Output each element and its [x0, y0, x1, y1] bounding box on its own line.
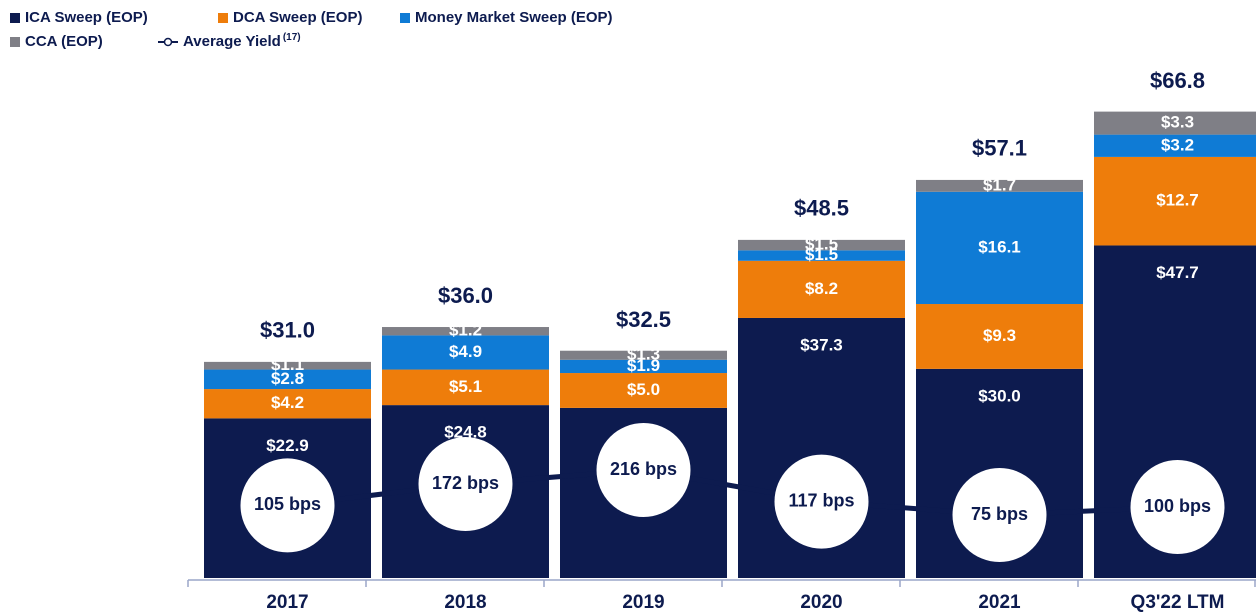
yield-label: 105 bps — [254, 494, 321, 514]
total-label: $31.0 — [260, 318, 315, 343]
bar-value-label: $5.0 — [627, 380, 660, 399]
bar-value-label: $47.7 — [1156, 263, 1199, 282]
x-tick-label: 2019 — [622, 592, 664, 613]
yield-point — [952, 468, 1047, 562]
bar-segment — [1094, 111, 1256, 135]
total-label: $48.5 — [794, 196, 849, 221]
bar-value-label: $3.3 — [1161, 113, 1194, 132]
bar-segment — [204, 361, 371, 370]
bar-segment — [560, 373, 727, 408]
x-tick-label: Q3'22 LTM — [1131, 592, 1225, 613]
total-label: $66.8 — [1150, 68, 1205, 93]
bar-value-label: $1.3 — [627, 345, 660, 364]
yield-point — [240, 458, 335, 553]
bar-value-label: $8.2 — [805, 279, 838, 298]
bar-segment — [382, 369, 549, 406]
bar-segment — [738, 250, 905, 261]
yield-label: 100 bps — [1144, 496, 1211, 516]
bar-value-label: $22.9 — [266, 436, 309, 455]
yield-point — [418, 437, 513, 532]
bar-value-label: $4.2 — [271, 393, 304, 412]
legend-swatch — [218, 13, 228, 23]
legend-label: CCA (EOP) — [25, 33, 103, 50]
bar-segment — [916, 304, 1083, 369]
bar-segment — [560, 350, 727, 360]
legend-label: Average Yield (17) — [183, 32, 301, 50]
bar-segment — [560, 359, 727, 374]
bar-value-label: $2.8 — [271, 369, 304, 388]
bar-value-label: $16.1 — [978, 237, 1021, 256]
yield-label: 117 bps — [788, 490, 854, 510]
bar-value-label: $4.9 — [449, 342, 482, 361]
bar-segment — [382, 327, 549, 336]
legend-swatch — [10, 37, 20, 47]
x-tick-label: 2020 — [800, 592, 842, 613]
bar-value-label: $1.2 — [449, 321, 482, 340]
total-label: $57.1 — [972, 136, 1027, 161]
legend-swatch — [10, 13, 20, 23]
legend-footnote: (17) — [283, 32, 301, 43]
yield-label: 216 bps — [610, 459, 677, 479]
total-label: $32.5 — [616, 307, 671, 332]
bar-segment — [1094, 156, 1256, 246]
bar-value-label: $1.9 — [627, 356, 660, 375]
bar-value-label: $1.7 — [983, 175, 1016, 194]
legend-label-text: Average Yield — [183, 33, 281, 50]
bar-segment — [204, 369, 371, 390]
bar-segment — [1094, 134, 1256, 157]
legend-swatch — [400, 13, 410, 23]
yield-label: 75 bps — [971, 504, 1028, 524]
yield-point — [774, 454, 869, 549]
x-tick-label: 2017 — [266, 592, 308, 613]
bar-value-label: $1.5 — [805, 235, 838, 254]
bar-value-label: $24.8 — [444, 423, 487, 442]
bar-value-label: $9.3 — [983, 326, 1016, 345]
bar-segment — [916, 191, 1083, 305]
legend-label: ICA Sweep (EOP) — [25, 9, 148, 26]
bar-segment — [916, 179, 1083, 192]
x-tick-label: 2018 — [444, 592, 486, 613]
total-label: $36.0 — [438, 283, 493, 308]
bar-value-label: $1.1 — [271, 355, 304, 374]
bar-segment — [204, 389, 371, 419]
bar-value-label: $37.3 — [800, 335, 843, 354]
bar-value-label: $5.1 — [449, 377, 482, 396]
bar-segment — [382, 335, 549, 370]
legend-label: Money Market Sweep (EOP) — [415, 9, 613, 26]
bar-value-label: $1.5 — [805, 245, 838, 264]
bar-value-label: $3.2 — [1161, 135, 1194, 154]
yield-point — [596, 423, 691, 517]
legend-dot — [163, 37, 173, 47]
legend-label: DCA Sweep (EOP) — [233, 9, 362, 26]
bar-segment — [738, 239, 905, 251]
bar-segment — [738, 260, 905, 318]
yield-point — [1130, 460, 1225, 555]
yield-label: 172 bps — [432, 473, 499, 493]
bar-value-label: $12.7 — [1156, 191, 1199, 210]
x-tick-label: 2021 — [978, 592, 1021, 613]
bar-value-label: $30.0 — [978, 386, 1021, 405]
